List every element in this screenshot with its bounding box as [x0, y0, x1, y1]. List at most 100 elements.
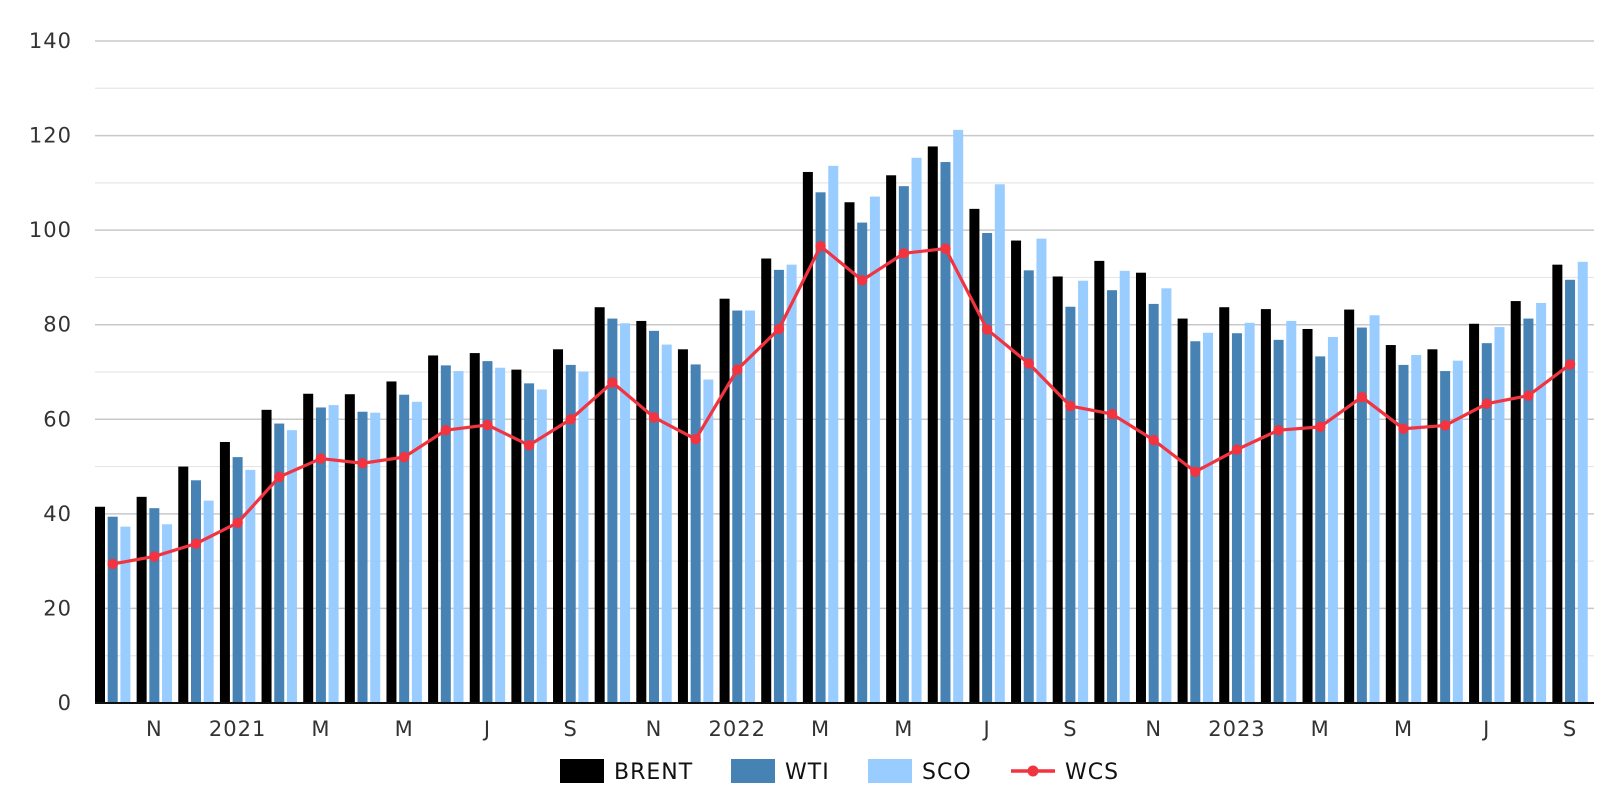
bar-brent [1011, 240, 1022, 703]
bar-brent [761, 258, 772, 703]
bar-sco [744, 310, 755, 703]
y-tick-label: 140 [29, 29, 72, 53]
y-tick-label: 0 [58, 691, 72, 715]
bar-wti [857, 222, 868, 703]
bar-wti [1231, 333, 1242, 703]
point-wcs [440, 424, 452, 436]
bar-wti [773, 269, 784, 703]
bar-sco [1119, 270, 1130, 703]
x-tick-label: M [1394, 717, 1413, 741]
y-tick-label: 60 [43, 407, 72, 431]
x-tick-label: J [482, 717, 491, 741]
bar-brent [1510, 301, 1521, 703]
x-tick-label: M [1311, 717, 1330, 741]
legend-label: WTI [785, 760, 830, 785]
bar-wti [1273, 339, 1284, 703]
legend-item-wcs[interactable]: WCS [1011, 760, 1119, 785]
bar-sco [1452, 360, 1463, 703]
legend-item-wti[interactable]: WTI [731, 759, 830, 785]
bar-brent [428, 355, 439, 703]
bar-sco [1536, 302, 1547, 703]
bar-wti [732, 310, 743, 703]
bar-wti [149, 508, 160, 703]
x-tick-label: S [1063, 717, 1077, 741]
bar-sco [328, 405, 339, 703]
x-tick-label: M [894, 717, 913, 741]
y-tick-label: 20 [43, 596, 72, 620]
point-wcs [1065, 400, 1076, 412]
bar-wti [1440, 371, 1451, 703]
legend-label: BRENT [614, 760, 693, 785]
legend-swatch [731, 759, 775, 783]
bar-brent [719, 298, 730, 703]
bar-brent [95, 506, 105, 703]
point-wcs [732, 364, 743, 375]
point-wcs [190, 538, 202, 549]
point-wcs [690, 433, 701, 445]
bar-brent [1302, 328, 1313, 703]
bar-brent [511, 369, 522, 703]
bar-brent [303, 393, 314, 703]
x-tick-label: 2021 [209, 717, 266, 741]
point-wcs [1356, 391, 1368, 403]
y-axis-ticks: 0 20 40 60 80 100 120 140 [29, 29, 72, 715]
bar-sco [1286, 320, 1297, 703]
x-tick-label: N [146, 717, 163, 741]
bar-brent [636, 320, 647, 703]
bar-sco [1078, 280, 1089, 703]
bar-brent [1344, 309, 1355, 703]
point-wcs [648, 412, 660, 423]
bar-sco [620, 323, 631, 703]
point-wcs [1023, 358, 1034, 369]
bar-wti [898, 186, 909, 704]
bar-brent [386, 381, 397, 703]
x-tick-label: S [1563, 717, 1577, 741]
line-wcs [112, 244, 1572, 566]
x-tick-label: N [1145, 717, 1162, 741]
bar-sco [828, 165, 839, 703]
legend[interactable]: BRENT WTI SCO WCS [560, 759, 1119, 785]
bar-sco [453, 371, 464, 703]
bar-sco [1411, 354, 1422, 703]
bar-wti [690, 364, 701, 703]
bar-wti [1565, 279, 1576, 703]
point-wcs [1398, 423, 1409, 434]
point-wcs [107, 558, 118, 570]
bar-wti [190, 480, 201, 703]
x-tick-label: J [982, 717, 991, 741]
bar-wti [440, 365, 451, 703]
bar-brent [1177, 318, 1188, 703]
bar-brent [1052, 276, 1063, 703]
legend-item-sco[interactable]: SCO [868, 759, 972, 785]
bar-sco [245, 469, 256, 703]
point-wcs [607, 377, 618, 388]
legend-label: WCS [1065, 760, 1119, 785]
point-wcs [1231, 444, 1243, 455]
legend-swatch-marker [1027, 765, 1039, 777]
point-wcs [815, 241, 826, 252]
point-wcs [565, 414, 576, 425]
bar-brent [1427, 349, 1438, 703]
legend-item-brent[interactable]: BRENT [560, 759, 693, 785]
bar-brent [886, 175, 897, 703]
legend-label: SCO [922, 760, 972, 785]
bar-sco [1494, 327, 1505, 703]
point-wcs [274, 471, 285, 483]
bar-wti [1398, 364, 1409, 703]
legend-swatch [868, 759, 912, 783]
point-wcs [1273, 424, 1284, 436]
x-tick-label: 2022 [709, 717, 766, 741]
x-tick-label: M [811, 717, 830, 741]
bar-sco [162, 524, 173, 703]
bar-sco [1161, 288, 1172, 703]
bar-wti [1523, 318, 1534, 703]
bar-brent [261, 409, 272, 703]
bar-wti [482, 361, 493, 703]
point-wcs [773, 323, 785, 335]
bar-sco [786, 264, 797, 703]
bar-sco [411, 401, 422, 703]
bar-brent [178, 466, 189, 703]
bar-brent [344, 394, 355, 703]
bar-sco [994, 184, 1005, 704]
